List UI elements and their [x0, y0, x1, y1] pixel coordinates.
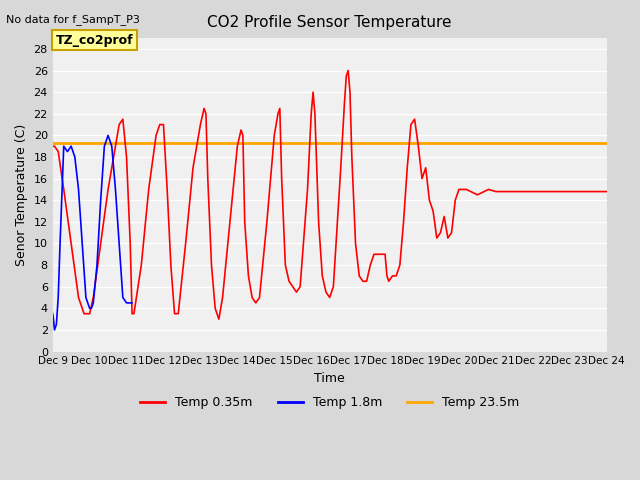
- X-axis label: Time: Time: [314, 372, 345, 385]
- Text: No data for f_SampT_P3: No data for f_SampT_P3: [6, 14, 140, 25]
- Text: TZ_co2prof: TZ_co2prof: [56, 34, 133, 47]
- Title: CO2 Profile Sensor Temperature: CO2 Profile Sensor Temperature: [207, 15, 452, 30]
- Y-axis label: Senor Temperature (C): Senor Temperature (C): [15, 124, 28, 266]
- Legend: Temp 0.35m, Temp 1.8m, Temp 23.5m: Temp 0.35m, Temp 1.8m, Temp 23.5m: [135, 391, 524, 414]
